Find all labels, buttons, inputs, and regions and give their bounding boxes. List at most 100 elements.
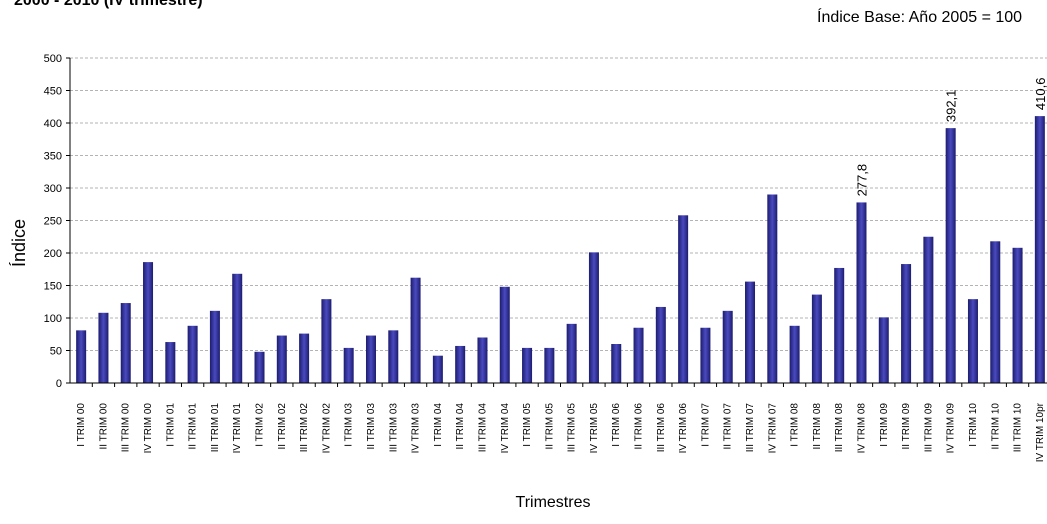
y-tick-label: 250 xyxy=(44,216,62,228)
x-tick-label: I TRIM 08 xyxy=(790,403,801,447)
x-tick-label: IV TRIM 06 xyxy=(678,403,689,454)
bar xyxy=(878,317,889,383)
chart-title: 2000 - 2010 (IV trimestre) xyxy=(14,0,203,9)
bar xyxy=(1034,116,1045,384)
bar xyxy=(923,236,934,383)
bar xyxy=(767,194,778,383)
bar xyxy=(566,323,577,383)
y-tick-label: 400 xyxy=(44,118,62,130)
x-tick-label: II TRIM 07 xyxy=(723,403,734,450)
bar xyxy=(722,310,733,383)
bar xyxy=(254,351,265,383)
bar xyxy=(990,241,1001,383)
x-axis-label: Trimestres xyxy=(516,494,591,511)
y-tick-labels: 0 50 100 150 200 250 300 350 400 450 500 xyxy=(44,53,70,390)
x-tick-label: IV TRIM 10pr xyxy=(1035,402,1046,462)
x-tick-label: III TRIM 03 xyxy=(388,403,399,453)
x-tick-label: I TRIM 09 xyxy=(879,403,890,447)
x-tick-labels: I TRIM 00 II TRIM 00 III TRIM 00 IV TRIM 00… xyxy=(76,383,1046,462)
x-tick-label: IV TRIM 07 xyxy=(767,403,778,454)
x-tick-label: III TRIM 01 xyxy=(210,403,221,453)
bar xyxy=(789,325,800,383)
x-tick-label: I TRIM 01 xyxy=(165,403,176,447)
x-tick-label: I TRIM 06 xyxy=(611,403,622,447)
bar xyxy=(834,267,845,383)
bar xyxy=(745,281,756,383)
y-tick-label: 200 xyxy=(44,248,62,260)
x-tick-label: II TRIM 06 xyxy=(634,403,645,450)
x-tick-label: IV TRIM 01 xyxy=(232,403,243,454)
bar xyxy=(1012,247,1023,383)
bar xyxy=(98,312,109,383)
bar xyxy=(276,335,287,383)
x-tick-label: III TRIM 00 xyxy=(121,403,132,453)
x-tick-label: I TRIM 04 xyxy=(433,403,444,447)
data-label: 392,1 xyxy=(944,90,959,123)
x-tick-label: IV TRIM 00 xyxy=(143,403,154,454)
x-tick-label: III TRIM 08 xyxy=(834,403,845,453)
bar xyxy=(633,327,644,383)
bar xyxy=(945,128,956,383)
y-tick-label: 150 xyxy=(44,281,62,293)
data-label: 277,8 xyxy=(854,164,869,197)
bar xyxy=(856,202,867,383)
bar xyxy=(410,277,421,383)
bar xyxy=(165,342,176,383)
x-tick-label: IV TRIM 08 xyxy=(856,403,867,454)
x-tick-label: II TRIM 00 xyxy=(98,403,109,450)
x-tick-label: I TRIM 07 xyxy=(700,403,711,447)
bar xyxy=(76,330,87,383)
x-tick-label: II TRIM 02 xyxy=(277,403,288,450)
bar xyxy=(967,299,978,383)
y-tick-label: 500 xyxy=(44,53,62,65)
x-tick-label: III TRIM 06 xyxy=(656,403,667,453)
x-tick-label: IV TRIM 05 xyxy=(589,403,600,454)
bars xyxy=(76,116,1045,384)
x-tick-label: III TRIM 10 xyxy=(1013,403,1024,453)
x-tick-label: III TRIM 09 xyxy=(923,403,934,453)
x-tick-label: II TRIM 04 xyxy=(455,403,466,450)
x-tick-label: III TRIM 02 xyxy=(299,403,310,453)
x-tick-label: I TRIM 00 xyxy=(76,403,87,447)
bar xyxy=(678,215,689,383)
chart-subtitle: Índice Base: Año 2005 = 100 xyxy=(817,9,1023,26)
y-tick-label: 50 xyxy=(50,346,62,358)
data-label: 410,6 xyxy=(1033,78,1047,111)
bar xyxy=(432,355,443,383)
y-axis-label: Índice xyxy=(9,219,29,267)
bar xyxy=(588,252,599,383)
y-tick-label: 0 xyxy=(56,378,62,390)
bar xyxy=(522,347,533,383)
bar xyxy=(143,262,154,383)
x-tick-label: IV TRIM 04 xyxy=(500,403,511,454)
bar xyxy=(209,310,220,383)
bar xyxy=(232,273,243,383)
x-tick-label: I TRIM 02 xyxy=(255,403,266,447)
bar xyxy=(700,327,711,383)
y-tick-label: 450 xyxy=(44,86,62,98)
x-tick-label: III TRIM 04 xyxy=(477,403,488,453)
x-tick-label: IV TRIM 03 xyxy=(411,403,422,454)
bar xyxy=(655,306,666,383)
y-tick-label: 350 xyxy=(44,151,62,163)
bar xyxy=(321,299,332,383)
bar xyxy=(544,347,555,383)
x-tick-label: II TRIM 01 xyxy=(188,403,199,450)
x-tick-label: I TRIM 03 xyxy=(344,403,355,447)
x-tick-label: I TRIM 10 xyxy=(968,403,979,447)
x-tick-label: II TRIM 03 xyxy=(366,403,377,450)
x-tick-label: I TRIM 05 xyxy=(522,403,533,447)
y-tick-label: 100 xyxy=(44,313,62,325)
x-tick-label: IV TRIM 02 xyxy=(321,403,332,454)
y-tick-label: 300 xyxy=(44,183,62,195)
bar xyxy=(343,347,354,383)
bar xyxy=(499,286,510,383)
bar xyxy=(477,337,488,383)
x-tick-label: II TRIM 05 xyxy=(544,403,555,450)
bar xyxy=(455,345,466,383)
x-tick-label: III TRIM 05 xyxy=(567,403,578,453)
bar xyxy=(611,344,622,383)
bar xyxy=(901,264,912,383)
data-labels: 277,8 392,1 410,6 xyxy=(854,78,1047,197)
